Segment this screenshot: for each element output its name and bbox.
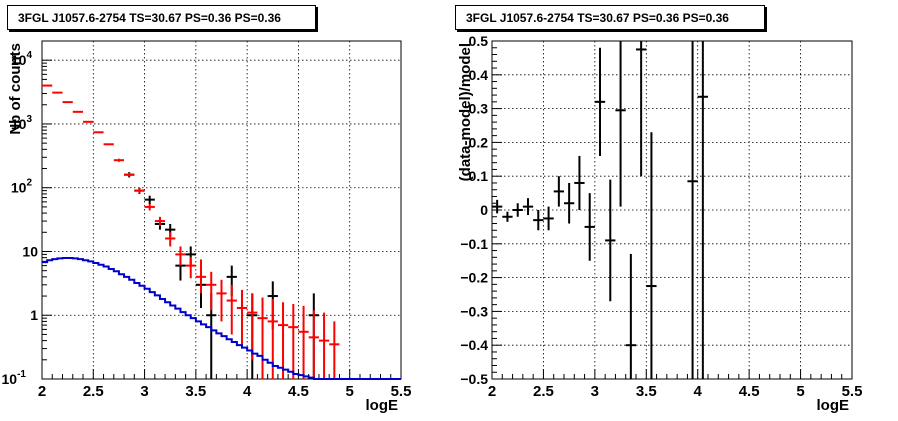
- x-axis-label: logE: [817, 397, 850, 414]
- x-tick-label: 3: [591, 383, 599, 400]
- counts-panel: 2 2.5 3 3.5 4 4.5 5 5.5 10-1 1 10 102 103 104 logE Nb o…: [2, 40, 412, 414]
- y-tick-label: 0.4: [469, 67, 489, 83]
- y-tick-label: 102: [11, 178, 33, 196]
- x-tick-label: 4: [694, 383, 703, 400]
- y-tick-label: −0.2: [460, 270, 488, 286]
- x-tick-label: 5.5: [842, 383, 863, 400]
- y-tick-label: −0.1: [460, 236, 488, 252]
- x-tick-label: 5.5: [391, 383, 412, 400]
- y-tick-label: 10: [22, 243, 38, 259]
- y-tick-label: 10-1: [2, 369, 27, 387]
- y-tick-label: 104: [11, 50, 33, 68]
- x-axis-label: logE: [366, 397, 399, 414]
- x-tick-label: 2.5: [83, 383, 104, 400]
- residuals-panel-title: 3FGL J1057.6-2754 TS=30.67 PS=0.36 PS=0.…: [455, 5, 765, 30]
- background-model-line: [42, 257, 401, 380]
- y-axis-label: Nb of counts: [7, 43, 24, 135]
- y-tick-label: −0.5: [460, 371, 488, 387]
- y-tick-label: 0.5: [469, 33, 489, 49]
- y-tick-label: 0.2: [469, 134, 489, 150]
- x-tick-label: 4.5: [739, 383, 760, 400]
- y-tick-label: −0.3: [460, 303, 488, 319]
- residuals-panel: 2 2.5 3 3.5 4 4.5 5 5.5 −0.5 −0.4 −0.3 −0.2 −0.1 0 0.1…: [457, 33, 862, 414]
- y-tick-label: −0.4: [460, 337, 488, 353]
- x-tick-label: 2: [38, 383, 46, 400]
- x-tick-label: 3.5: [636, 383, 657, 400]
- y-axis-label: (data-model)/model: [457, 43, 474, 181]
- plot-frame: [41, 40, 402, 380]
- counts-panel-title: 3FGL J1057.6-2754 TS=30.67 PS=0.36 PS=0.…: [7, 5, 316, 30]
- x-tick-label: 5: [796, 383, 804, 400]
- x-tick-label: 5: [346, 383, 354, 400]
- y-tick-label: 0: [480, 202, 488, 218]
- x-tick-label: 2.5: [533, 383, 554, 400]
- y-tick-label: 1: [30, 307, 38, 323]
- x-tick-label: 2: [488, 383, 496, 400]
- y-tick-label: 0.3: [469, 101, 489, 117]
- x-tick-label: 4: [243, 383, 252, 400]
- x-tick-label: 3: [140, 383, 148, 400]
- x-tick-label: 4.5: [288, 383, 309, 400]
- y-tick-label: 103: [11, 114, 33, 132]
- y-tick-label: 0.1: [469, 168, 489, 184]
- x-tick-label: 3.5: [185, 383, 206, 400]
